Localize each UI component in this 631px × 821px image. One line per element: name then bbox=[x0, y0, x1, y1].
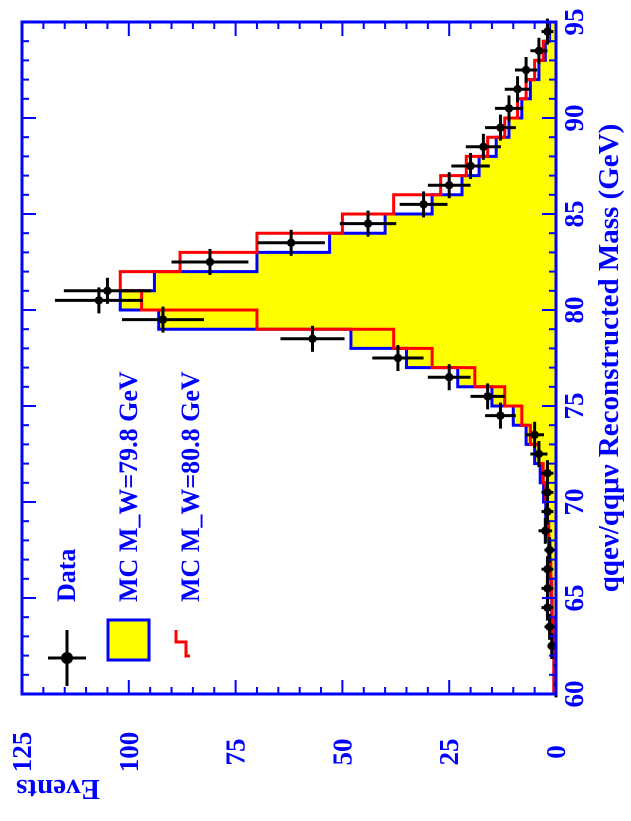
data-marker bbox=[543, 565, 552, 574]
data-marker bbox=[534, 46, 544, 55]
x-tick-label: 85 bbox=[559, 201, 589, 228]
data-point bbox=[121, 306, 204, 333]
x-tick-label: 80 bbox=[559, 297, 589, 324]
data-marker bbox=[308, 334, 317, 343]
data-point bbox=[63, 277, 152, 304]
data-marker bbox=[286, 238, 296, 247]
data-point bbox=[399, 191, 448, 218]
data-point bbox=[485, 114, 516, 141]
x-tick-label: 90 bbox=[559, 105, 589, 132]
data-marker bbox=[543, 469, 552, 478]
data-marker bbox=[543, 27, 552, 36]
data-point bbox=[525, 421, 545, 448]
plot-frame bbox=[20, 20, 558, 696]
data-marker bbox=[513, 85, 522, 94]
data-point bbox=[530, 441, 548, 467]
data-point bbox=[494, 95, 524, 122]
data-marker bbox=[496, 411, 505, 420]
data-point bbox=[171, 249, 249, 275]
data-point bbox=[427, 364, 471, 391]
data-point bbox=[470, 383, 505, 410]
x-tick-label: 65 bbox=[559, 585, 589, 612]
y-tick-label: 25 bbox=[434, 739, 464, 766]
y-tick-label: 100 bbox=[114, 732, 144, 773]
legend-data-marker bbox=[61, 652, 73, 664]
data-point bbox=[538, 517, 553, 544]
data-marker bbox=[445, 373, 454, 382]
y-axis-title: Events bbox=[16, 773, 100, 805]
data-marker bbox=[419, 200, 428, 209]
data-point bbox=[372, 345, 424, 371]
data-marker bbox=[543, 488, 552, 497]
legend-mc-80-8-label: MC M_W=80.8 GeV bbox=[176, 371, 205, 602]
data-marker bbox=[545, 622, 554, 631]
data-marker bbox=[504, 104, 514, 113]
data-marker bbox=[541, 526, 550, 535]
data-marker bbox=[158, 315, 168, 324]
data-marker bbox=[483, 392, 492, 401]
data-point bbox=[427, 172, 471, 199]
y-tick-label: 75 bbox=[221, 739, 251, 766]
x-tick-label: 75 bbox=[559, 393, 589, 420]
data-marker bbox=[445, 181, 454, 190]
data-point bbox=[465, 133, 501, 160]
legend-mc-79-8-swatch bbox=[106, 618, 151, 662]
plot-border bbox=[20, 20, 558, 696]
data-marker bbox=[466, 161, 475, 171]
data-point bbox=[530, 37, 548, 64]
data-marker bbox=[543, 584, 552, 593]
data-marker bbox=[547, 641, 556, 651]
legend-entry-mc-79-8: MC M_W=79.8 GeV bbox=[106, 371, 151, 662]
data-point bbox=[504, 76, 531, 103]
x-tick-label: 95 bbox=[559, 9, 589, 36]
legend-data-label: Data bbox=[52, 549, 81, 602]
mc-79-8-fill bbox=[120, 22, 557, 694]
x-axis-title: qqeν/qqμν Reconstructed Mass (GeV) bbox=[593, 124, 625, 592]
legend-entry-data: Data bbox=[48, 549, 86, 686]
data-point bbox=[451, 153, 490, 179]
x-tick-label: 60 bbox=[559, 681, 589, 708]
legend-entry-mc-80-8: MC M_W=80.8 GeV bbox=[174, 371, 205, 658]
data-point bbox=[541, 460, 554, 487]
data-point bbox=[514, 57, 538, 83]
data-marker bbox=[543, 507, 552, 516]
y-tick-label: 0 bbox=[541, 745, 571, 759]
legend-mc-80-8-line bbox=[174, 630, 190, 658]
data-marker bbox=[94, 296, 104, 305]
data-marker bbox=[205, 257, 215, 267]
data-point bbox=[280, 325, 345, 352]
data-marker bbox=[363, 219, 373, 228]
data-marker bbox=[545, 545, 554, 555]
data-marker bbox=[496, 123, 505, 132]
data-marker bbox=[103, 286, 112, 295]
data-marker bbox=[530, 430, 539, 439]
legend-mc-79-8-label: MC M_W=79.8 GeV bbox=[114, 371, 143, 602]
data-point bbox=[485, 402, 516, 429]
data-point bbox=[339, 210, 397, 237]
data-point bbox=[541, 556, 554, 583]
data-marker bbox=[521, 65, 531, 75]
legend: Data MC M_W=79.8 GeV MC M_W=80.8 GeV bbox=[48, 371, 205, 686]
y-tick-label: 50 bbox=[327, 739, 357, 766]
data-point bbox=[257, 229, 325, 256]
data-marker bbox=[479, 142, 488, 151]
axis-ticks bbox=[21, 21, 557, 695]
axis-tick-labels: 60 65 70 75 80 85 90 95 0 25 50 75 100 125 bbox=[7, 9, 589, 773]
x-tick-label: 70 bbox=[559, 489, 589, 516]
data-marker bbox=[534, 449, 544, 459]
data-marker bbox=[543, 603, 552, 612]
data-marker bbox=[393, 353, 403, 363]
axis-titles: qqeν/qqμν Reconstructed Mass (GeV) Events bbox=[16, 124, 625, 805]
y-tick-label: 125 bbox=[7, 732, 37, 773]
